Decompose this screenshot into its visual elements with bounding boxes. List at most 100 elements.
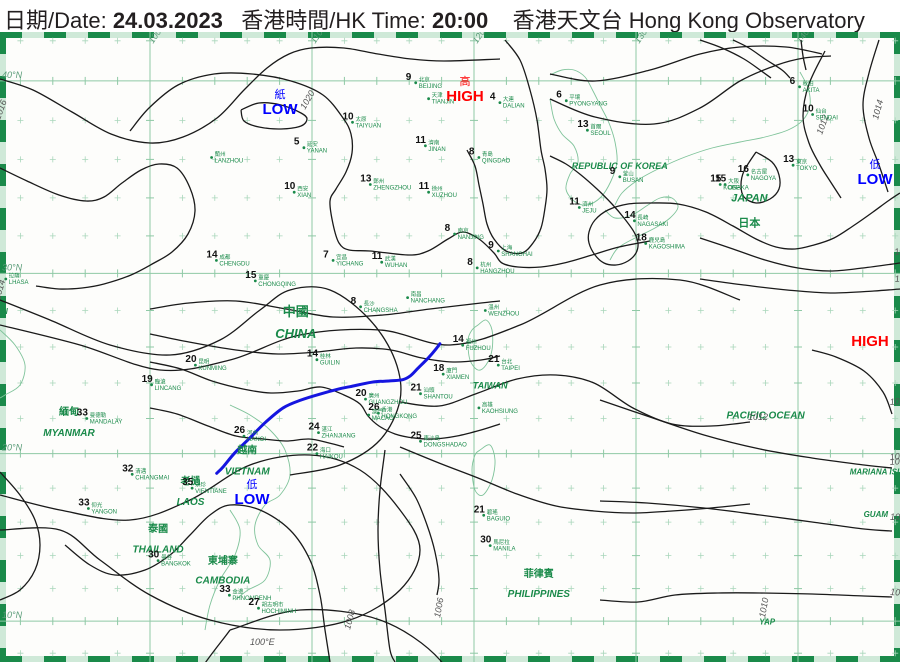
svg-text:胡志明市: 胡志明市	[262, 601, 285, 609]
svg-text:NAGASAKI: NAGASAKI	[637, 222, 668, 228]
svg-text:YANAN: YANAN	[307, 149, 327, 155]
svg-text:TAIWAN: TAIWAN	[473, 380, 508, 390]
svg-text:40°N: 40°N	[2, 70, 23, 80]
svg-text:XIAMEN: XIAMEN	[446, 375, 469, 381]
svg-text:湛江: 湛江	[322, 426, 334, 433]
svg-text:HOCHIMINH: HOCHIMINH	[262, 609, 297, 615]
svg-text:TIANJIN: TIANJIN	[432, 100, 455, 106]
svg-text:30°N: 30°N	[2, 262, 23, 272]
svg-text:中國: 中國	[283, 304, 309, 319]
svg-text:MYANMAR: MYANMAR	[43, 428, 95, 439]
svg-text:北京: 北京	[419, 75, 431, 83]
svg-text:1010: 1010	[757, 597, 770, 618]
svg-text:宜昌: 宜昌	[336, 253, 347, 261]
svg-text:21: 21	[411, 383, 423, 394]
svg-text:清邁: 清邁	[135, 467, 147, 475]
svg-text:BAGUIO: BAGUIO	[487, 516, 511, 522]
svg-text:成都: 成都	[219, 253, 231, 261]
svg-text:WENZHOU: WENZHOU	[488, 312, 519, 318]
svg-text:13: 13	[360, 174, 372, 185]
svg-text:ZHENGZHOU: ZHENGZHOU	[373, 186, 411, 192]
svg-text:MANILA: MANILA	[493, 547, 515, 553]
svg-text:4: 4	[490, 92, 496, 103]
svg-text:MACAO: MACAO	[372, 416, 394, 422]
svg-text:SHANTOU: SHANTOU	[424, 395, 453, 401]
svg-text:1012: 1012	[748, 412, 768, 422]
svg-text:TAIYUAN: TAIYUAN	[356, 123, 382, 129]
svg-text:澳門: 澳門	[372, 408, 384, 416]
svg-text:SEOUL: SEOUL	[590, 131, 611, 137]
svg-text:8: 8	[445, 223, 451, 234]
svg-text:11: 11	[419, 181, 430, 192]
svg-text:鄭州: 鄭州	[373, 177, 384, 185]
svg-text:100°E: 100°E	[250, 637, 276, 647]
svg-text:曼德勒: 曼德勒	[90, 411, 107, 419]
svg-text:35: 35	[182, 477, 194, 488]
svg-text:大阪: 大阪	[728, 177, 740, 185]
svg-text:6: 6	[556, 90, 562, 101]
svg-text:低: 低	[247, 478, 258, 491]
svg-text:22: 22	[307, 443, 319, 454]
svg-text:HANGZHOU: HANGZHOU	[480, 269, 514, 275]
svg-text:9: 9	[610, 166, 616, 177]
svg-text:16: 16	[738, 164, 750, 175]
svg-text:30: 30	[148, 550, 160, 561]
svg-text:10: 10	[284, 181, 296, 192]
svg-text:東埔寨: 東埔寨	[208, 554, 238, 567]
svg-text:LOW: LOW	[263, 101, 299, 118]
svg-text:11: 11	[415, 135, 426, 146]
svg-text:REPUBLIC OF KOREA: REPUBLIC OF KOREA	[572, 161, 668, 171]
svg-text:曼谷: 曼谷	[161, 553, 173, 561]
svg-text:LOW: LOW	[858, 171, 894, 188]
svg-text:秋田: 秋田	[803, 79, 814, 87]
svg-text:14: 14	[624, 210, 636, 221]
svg-text:1020: 1020	[298, 89, 317, 111]
svg-text:YANGON: YANGON	[91, 510, 117, 516]
svg-text:JEJU: JEJU	[582, 209, 596, 215]
svg-text:11: 11	[372, 251, 383, 262]
svg-text:臨滄: 臨滄	[155, 377, 167, 385]
svg-text:33: 33	[77, 408, 89, 419]
svg-text:ZHANJIANG: ZHANJIANG	[322, 434, 356, 440]
svg-text:8: 8	[467, 257, 473, 268]
svg-text:NAGOYA: NAGOYA	[751, 176, 776, 182]
svg-text:濟州: 濟州	[582, 200, 593, 208]
svg-text:拉薩: 拉薩	[9, 272, 21, 280]
svg-text:10°N: 10°N	[2, 610, 23, 620]
svg-text:WUHAN: WUHAN	[385, 263, 408, 269]
svg-text:永珍: 永珍	[195, 481, 207, 489]
svg-text:27: 27	[249, 597, 261, 608]
svg-text:濟南: 濟南	[428, 138, 440, 146]
svg-text:HIGH: HIGH	[851, 333, 889, 350]
svg-text:海口: 海口	[320, 446, 331, 454]
svg-text:長沙: 長沙	[364, 300, 376, 307]
svg-text:JINAN: JINAN	[428, 147, 445, 153]
svg-text:1018: 1018	[889, 450, 900, 462]
svg-text:25: 25	[411, 430, 423, 441]
svg-text:19: 19	[142, 374, 154, 385]
svg-text:9: 9	[488, 240, 494, 251]
svg-text:LAOS: LAOS	[177, 497, 205, 508]
svg-text:11: 11	[569, 197, 580, 208]
svg-text:33: 33	[219, 584, 231, 595]
svg-text:MARIANA ISLANDS: MARIANA ISLANDS	[850, 467, 900, 476]
svg-text:碧瑤: 碧瑤	[487, 508, 499, 516]
svg-text:6: 6	[790, 76, 796, 87]
svg-text:VIETNAM: VIETNAM	[225, 466, 271, 477]
svg-text:GUILIN: GUILIN	[320, 361, 340, 367]
svg-text:首爾: 首爾	[590, 123, 602, 131]
svg-text:仰光: 仰光	[91, 501, 103, 509]
svg-text:26: 26	[234, 425, 246, 436]
svg-text:18: 18	[636, 233, 648, 244]
svg-text:GUAM: GUAM	[864, 510, 889, 519]
svg-text:20°N: 20°N	[1, 443, 23, 453]
svg-text:15: 15	[710, 174, 722, 185]
svg-text:SENDAI: SENDAI	[816, 116, 839, 122]
svg-text:XUZHOU: XUZHOU	[432, 193, 457, 199]
svg-text:1014: 1014	[0, 279, 7, 301]
svg-text:CHANGSHA: CHANGSHA	[364, 308, 398, 314]
svg-text:5: 5	[294, 137, 300, 148]
svg-text:1014: 1014	[894, 272, 900, 284]
svg-text:7: 7	[323, 249, 329, 260]
svg-text:9: 9	[406, 72, 412, 83]
